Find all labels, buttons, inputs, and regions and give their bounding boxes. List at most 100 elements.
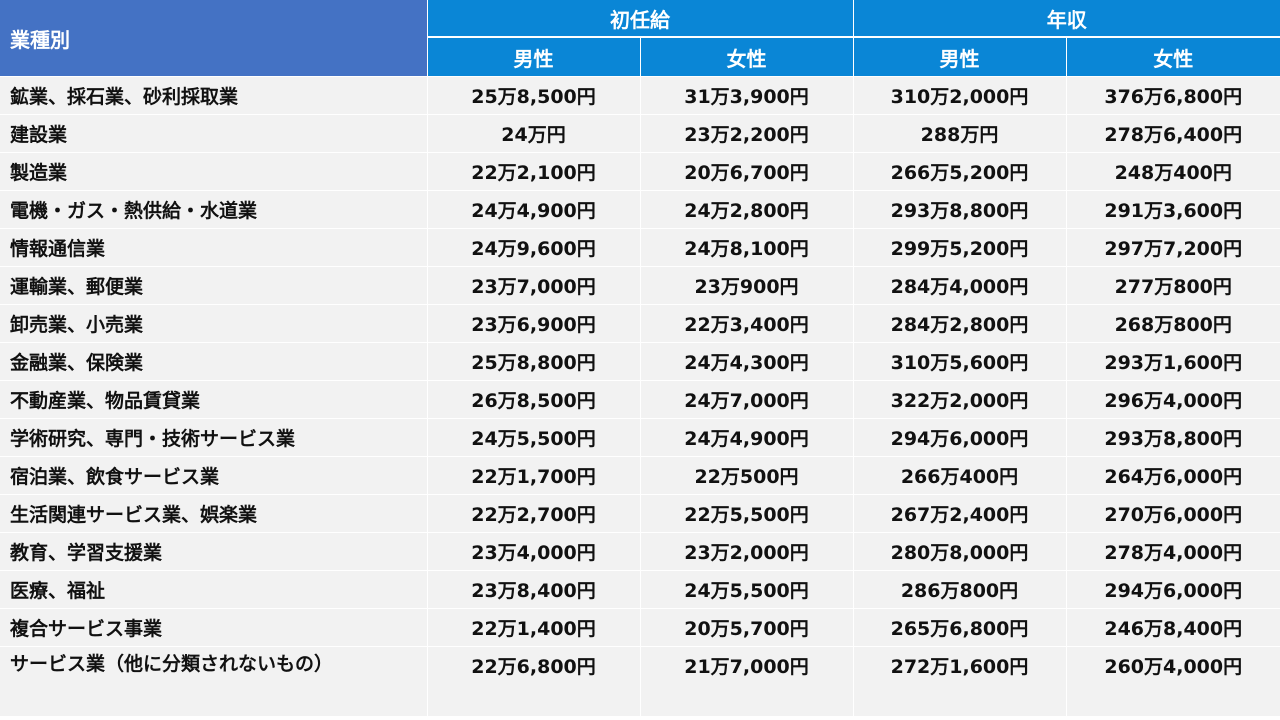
annual-male-value: 322万2,000円 — [852, 380, 1066, 419]
industry-label: 運輸業、郵便業 — [0, 266, 427, 305]
starting-male-value: 26万8,500円 — [426, 380, 640, 419]
annual-male-value: 294万6,000円 — [852, 418, 1066, 457]
header-starting-salary: 初任給 — [426, 0, 853, 38]
annual-female-value: 270万6,000円 — [1065, 494, 1280, 533]
table-row: 運輸業、郵便業 23万7,000円 23万900円 284万4,000円 277万800… — [0, 266, 1280, 305]
table-row: 製造業 22万2,100円 20万6,700円 266万5,200円 248万400円 — [0, 152, 1280, 191]
annual-female-value: 296万4,000円 — [1065, 380, 1280, 419]
industry-label: 教育、学習支援業 — [0, 532, 427, 571]
annual-male-value: 280万8,000円 — [852, 532, 1066, 571]
starting-male-value: 24万円 — [426, 114, 640, 153]
table-row: 学術研究、専門・技術サービス業 24万5,500円 24万4,900円 294万6,0… — [0, 418, 1280, 457]
annual-male-value: 265万6,800円 — [852, 608, 1066, 647]
starting-male-value: 23万6,900円 — [426, 304, 640, 343]
industry-label: 医療、福祉 — [0, 570, 427, 609]
starting-male-value: 23万4,000円 — [426, 532, 640, 571]
starting-female-value: 21万7,000円 — [639, 646, 853, 717]
table-row: 教育、学習支援業 23万4,000円 23万2,000円 280万8,000円 278万… — [0, 532, 1280, 571]
starting-male-value: 24万9,600円 — [426, 228, 640, 267]
industry-label: 情報通信業 — [0, 228, 427, 267]
starting-male-value: 23万7,000円 — [426, 266, 640, 305]
table-row: 医療、福祉 23万8,400円 24万5,500円 286万800円 294万6,000… — [0, 570, 1280, 609]
header-annual-male: 男性 — [852, 36, 1066, 77]
header-row-groups: 業種別 初任給 年収 — [0, 0, 1280, 77]
starting-female-value: 20万6,700円 — [639, 152, 853, 191]
starting-female-value: 24万4,900円 — [639, 418, 853, 457]
annual-male-value: 284万2,800円 — [852, 304, 1066, 343]
starting-female-value: 31万3,900円 — [639, 76, 853, 115]
header-row-gender: 男性 女性 男性 女性 — [0, 36, 1280, 77]
annual-female-value: 291万3,600円 — [1065, 190, 1280, 229]
industry-label: サービス業（他に分類されないもの） — [0, 646, 427, 717]
annual-female-value: 277万800円 — [1065, 266, 1280, 305]
table-row: 建設業 24万円 23万2,200円 288万円 278万6,400円 — [0, 114, 1280, 153]
table-row: サービス業（他に分類されないもの） 22万6,800円 21万7,000円 272万1… — [0, 646, 1280, 717]
annual-male-value: 267万2,400円 — [852, 494, 1066, 533]
annual-female-value: 294万6,000円 — [1065, 570, 1280, 609]
industry-label: 鉱業、採石業、砂利採取業 — [0, 76, 427, 115]
annual-male-value: 266万5,200円 — [852, 152, 1066, 191]
starting-male-value: 22万1,400円 — [426, 608, 640, 647]
annual-female-value: 268万800円 — [1065, 304, 1280, 343]
starting-male-value: 22万2,700円 — [426, 494, 640, 533]
industry-label: 建設業 — [0, 114, 427, 153]
industry-label: 学術研究、専門・技術サービス業 — [0, 418, 427, 457]
starting-female-value: 24万7,000円 — [639, 380, 853, 419]
starting-female-value: 24万8,100円 — [639, 228, 853, 267]
starting-female-value: 23万900円 — [639, 266, 853, 305]
annual-male-value: 286万800円 — [852, 570, 1066, 609]
annual-male-value: 299万5,200円 — [852, 228, 1066, 267]
starting-female-value: 20万5,700円 — [639, 608, 853, 647]
header-annual-income: 年収 — [852, 0, 1280, 38]
annual-female-value: 376万6,800円 — [1065, 76, 1280, 115]
table-row: 電機・ガス・熱供給・水道業 24万4,900円 24万2,800円 293万8,800… — [0, 190, 1280, 229]
annual-male-value: 293万8,800円 — [852, 190, 1066, 229]
header-industry: 業種別 — [0, 0, 427, 77]
annual-female-value: 297万7,200円 — [1065, 228, 1280, 267]
starting-male-value: 25万8,800円 — [426, 342, 640, 381]
annual-male-value: 288万円 — [852, 114, 1066, 153]
starting-male-value: 22万6,800円 — [426, 646, 640, 717]
industry-label: 不動産業、物品賃貸業 — [0, 380, 427, 419]
table-row: 不動産業、物品賃貸業 26万8,500円 24万7,000円 322万2,000円 29… — [0, 380, 1280, 419]
annual-female-value: 278万6,400円 — [1065, 114, 1280, 153]
starting-male-value: 24万5,500円 — [426, 418, 640, 457]
table-body: 鉱業、採石業、砂利採取業 25万8,500円 31万3,900円 310万2,000円… — [0, 76, 1280, 717]
annual-male-value: 272万1,600円 — [852, 646, 1066, 717]
annual-female-value: 293万8,800円 — [1065, 418, 1280, 457]
starting-female-value: 22万500円 — [639, 456, 853, 495]
annual-female-value: 278万4,000円 — [1065, 532, 1280, 571]
starting-male-value: 23万8,400円 — [426, 570, 640, 609]
industry-label: 宿泊業、飲食サービス業 — [0, 456, 427, 495]
annual-male-value: 310万2,000円 — [852, 76, 1066, 115]
table-row: 鉱業、採石業、砂利採取業 25万8,500円 31万3,900円 310万2,000円… — [0, 76, 1280, 115]
header-annual-female: 女性 — [1065, 36, 1280, 77]
starting-male-value: 22万1,700円 — [426, 456, 640, 495]
annual-female-value: 246万8,400円 — [1065, 608, 1280, 647]
annual-male-value: 266万400円 — [852, 456, 1066, 495]
annual-male-value: 284万4,000円 — [852, 266, 1066, 305]
industry-label: 卸売業、小売業 — [0, 304, 427, 343]
starting-female-value: 24万4,300円 — [639, 342, 853, 381]
annual-female-value: 248万400円 — [1065, 152, 1280, 191]
starting-female-value: 23万2,000円 — [639, 532, 853, 571]
starting-female-value: 22万5,500円 — [639, 494, 853, 533]
starting-male-value: 24万4,900円 — [426, 190, 640, 229]
industry-label: 製造業 — [0, 152, 427, 191]
starting-female-value: 24万5,500円 — [639, 570, 853, 609]
annual-male-value: 310万5,600円 — [852, 342, 1066, 381]
starting-male-value: 22万2,100円 — [426, 152, 640, 191]
table-row: 情報通信業 24万9,600円 24万8,100円 299万5,200円 297万7,2… — [0, 228, 1280, 267]
table-row: 複合サービス事業 22万1,400円 20万5,700円 265万6,800円 246万… — [0, 608, 1280, 647]
industry-label: 金融業、保険業 — [0, 342, 427, 381]
starting-female-value: 24万2,800円 — [639, 190, 853, 229]
header-starting-male: 男性 — [426, 36, 640, 77]
annual-female-value: 293万1,600円 — [1065, 342, 1280, 381]
table-row: 宿泊業、飲食サービス業 22万1,700円 22万500円 266万400円 264万6… — [0, 456, 1280, 495]
annual-female-value: 260万4,000円 — [1065, 646, 1280, 717]
starting-male-value: 25万8,500円 — [426, 76, 640, 115]
table-row: 卸売業、小売業 23万6,900円 22万3,400円 284万2,800円 268万8… — [0, 304, 1280, 343]
table-row: 生活関連サービス業、娯楽業 22万2,700円 22万5,500円 267万2,400… — [0, 494, 1280, 533]
industry-label: 生活関連サービス業、娯楽業 — [0, 494, 427, 533]
